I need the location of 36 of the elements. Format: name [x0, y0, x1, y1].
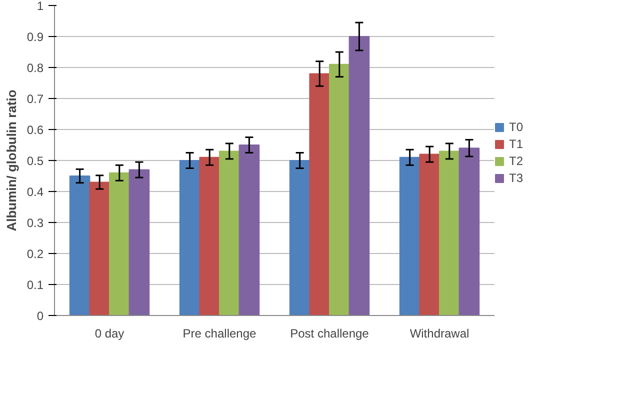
bar	[329, 64, 350, 316]
bar	[419, 154, 440, 316]
y-tick-label: 0.1	[26, 278, 44, 292]
x-tick-label: Post challenge	[290, 326, 370, 340]
y-tick-label: 0.4	[26, 185, 44, 199]
bar	[69, 176, 90, 316]
bar	[128, 169, 150, 316]
x-tick-label: Pre challenge	[182, 326, 257, 340]
legend-label: T0	[509, 120, 524, 134]
legend-label: T1	[509, 137, 524, 151]
bar	[439, 150, 460, 316]
y-tick-label: 1	[36, 0, 44, 13]
bar	[109, 172, 130, 316]
y-tick-label: 0.3	[26, 216, 44, 230]
y-tick-label: 0.8	[26, 61, 44, 75]
x-tick-label: 0 day	[94, 326, 124, 340]
y-tick-label: 0	[36, 309, 44, 323]
bar	[238, 144, 260, 316]
bar	[199, 156, 220, 316]
y-axis-title: Albumin/ globulin ratio	[4, 90, 19, 232]
x-tick-label: Withdrawal	[410, 326, 470, 340]
bar	[219, 150, 240, 316]
legend-label: T2	[509, 154, 524, 168]
bar	[348, 36, 370, 316]
bar	[289, 160, 310, 316]
bar	[399, 156, 420, 316]
bar	[89, 182, 110, 316]
bar	[458, 148, 480, 316]
bar	[309, 73, 330, 316]
y-tick-label: 0.6	[26, 123, 44, 137]
y-tick-label: 0.9	[26, 30, 44, 44]
legend-label: T3	[509, 171, 524, 185]
y-tick-label: 0.5	[26, 154, 44, 168]
bar	[179, 160, 200, 316]
y-tick-label: 0.2	[26, 247, 44, 261]
y-tick-label: 0.7	[26, 92, 44, 106]
